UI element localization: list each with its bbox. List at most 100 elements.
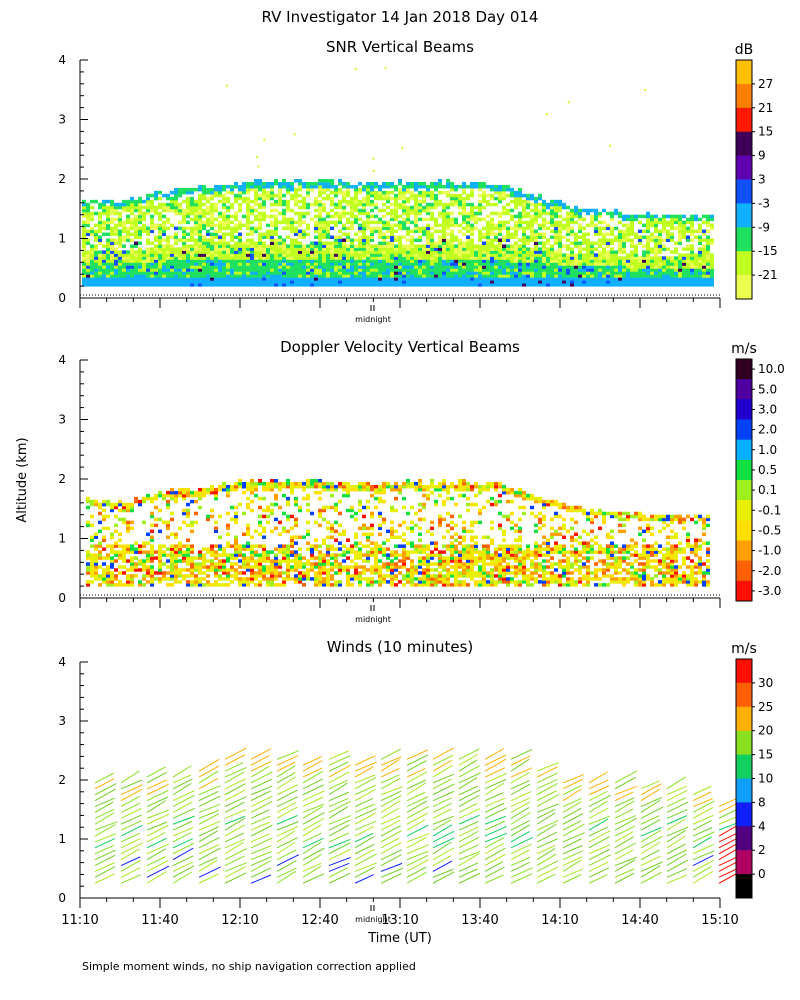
- snr-cell: [394, 217, 398, 222]
- snr-cell: [270, 256, 274, 260]
- snr-cell: [406, 199, 410, 204]
- snr-cell: [430, 217, 434, 222]
- snr-cell: [210, 214, 214, 219]
- doppler-cell: [278, 487, 282, 492]
- doppler-cell: [262, 526, 266, 531]
- doppler-cell: [214, 571, 218, 575]
- snr-cell: [530, 280, 534, 284]
- snr-cell: [218, 199, 222, 204]
- snr-cell: [134, 241, 138, 245]
- snr-cell: [378, 217, 382, 222]
- snr-cell: [314, 256, 318, 260]
- snr-cell: [478, 193, 482, 198]
- doppler-cell: [98, 529, 102, 534]
- doppler-cell: [194, 565, 198, 569]
- snr-cell: [626, 271, 630, 275]
- snr-cell: [470, 184, 474, 189]
- doppler-cell: [270, 484, 274, 489]
- snr-cell: [678, 229, 682, 234]
- snr-cell: [362, 268, 366, 272]
- snr-cell: [282, 199, 286, 204]
- snr-cell: [274, 274, 278, 278]
- snr-cell: [450, 220, 454, 225]
- snr-cell: [514, 205, 518, 210]
- snr-cell: [674, 226, 678, 231]
- snr-cell: [406, 226, 410, 231]
- doppler-cell: [242, 583, 246, 587]
- snr-cell: [90, 253, 94, 257]
- snr-cell: [670, 259, 674, 263]
- snr-cell: [678, 271, 682, 275]
- snr-cell: [562, 262, 566, 266]
- snr-cell: [82, 274, 86, 278]
- snr-cell: [674, 271, 678, 275]
- doppler-cell: [278, 505, 282, 510]
- doppler-cell: [258, 559, 262, 563]
- snr-cell: [682, 220, 686, 225]
- snr-cell: [322, 262, 326, 266]
- doppler-cell: [274, 577, 278, 581]
- snr-cell: [106, 220, 110, 225]
- doppler-cell: [146, 493, 150, 498]
- snr-cell: [414, 238, 418, 242]
- snr-cell: [446, 238, 450, 242]
- doppler-cell: [182, 493, 186, 498]
- snr-cell: [626, 229, 630, 234]
- snr-cell: [98, 229, 102, 234]
- doppler-cell: [286, 559, 290, 563]
- doppler-cell: [166, 520, 170, 525]
- snr-cell: [490, 280, 494, 284]
- snr-cell: [490, 253, 494, 257]
- doppler-cell: [90, 565, 94, 569]
- snr-cell: [530, 226, 534, 231]
- snr-cell: [654, 277, 658, 281]
- doppler-cell: [210, 508, 214, 513]
- snr-cell: [574, 241, 578, 245]
- snr-cell: [542, 250, 546, 254]
- snr-cell: [142, 250, 146, 254]
- doppler-cell: [166, 571, 170, 575]
- snr-cell: [414, 184, 418, 189]
- snr-cell: [418, 235, 422, 239]
- snr-cell: [310, 253, 314, 257]
- snr-cell: [198, 235, 202, 239]
- snr-noise: [372, 169, 375, 172]
- doppler-cell: [274, 565, 278, 569]
- snr-cell: [358, 208, 362, 213]
- snr-cell: [526, 196, 530, 201]
- doppler-cell: [90, 571, 94, 575]
- doppler-cell: [166, 526, 170, 531]
- snr-cell: [210, 223, 214, 228]
- snr-cell: [198, 241, 202, 245]
- snr-cell: [158, 244, 162, 248]
- snr-cell: [546, 271, 550, 275]
- snr-cell: [602, 283, 606, 287]
- snr-cell: [478, 250, 482, 254]
- snr-cell: [102, 265, 106, 269]
- snr-cell: [686, 280, 690, 284]
- snr-cell: [146, 262, 150, 266]
- snr-cell: [458, 193, 462, 198]
- doppler-cell: [262, 487, 266, 492]
- snr-cell: [294, 262, 298, 266]
- snr-cell: [106, 274, 110, 278]
- doppler-cell: [274, 553, 278, 557]
- snr-cell: [518, 253, 522, 257]
- doppler-cell: [98, 544, 102, 548]
- snr-cell: [222, 274, 226, 278]
- doppler-cell: [166, 535, 170, 539]
- doppler-cell: [234, 538, 238, 542]
- doppler-cell: [278, 559, 282, 563]
- snr-cell: [274, 223, 278, 228]
- snr-cell: [554, 253, 558, 257]
- snr-cell: [598, 277, 602, 281]
- snr-cell: [546, 256, 550, 260]
- snr-cell: [382, 181, 386, 186]
- snr-cell: [254, 199, 258, 204]
- snr-cell: [326, 193, 330, 198]
- snr-cell: [334, 235, 338, 239]
- snr-cell: [390, 232, 394, 237]
- snr-cell: [214, 241, 218, 245]
- doppler-cell: [174, 574, 178, 578]
- snr-cell: [362, 244, 366, 248]
